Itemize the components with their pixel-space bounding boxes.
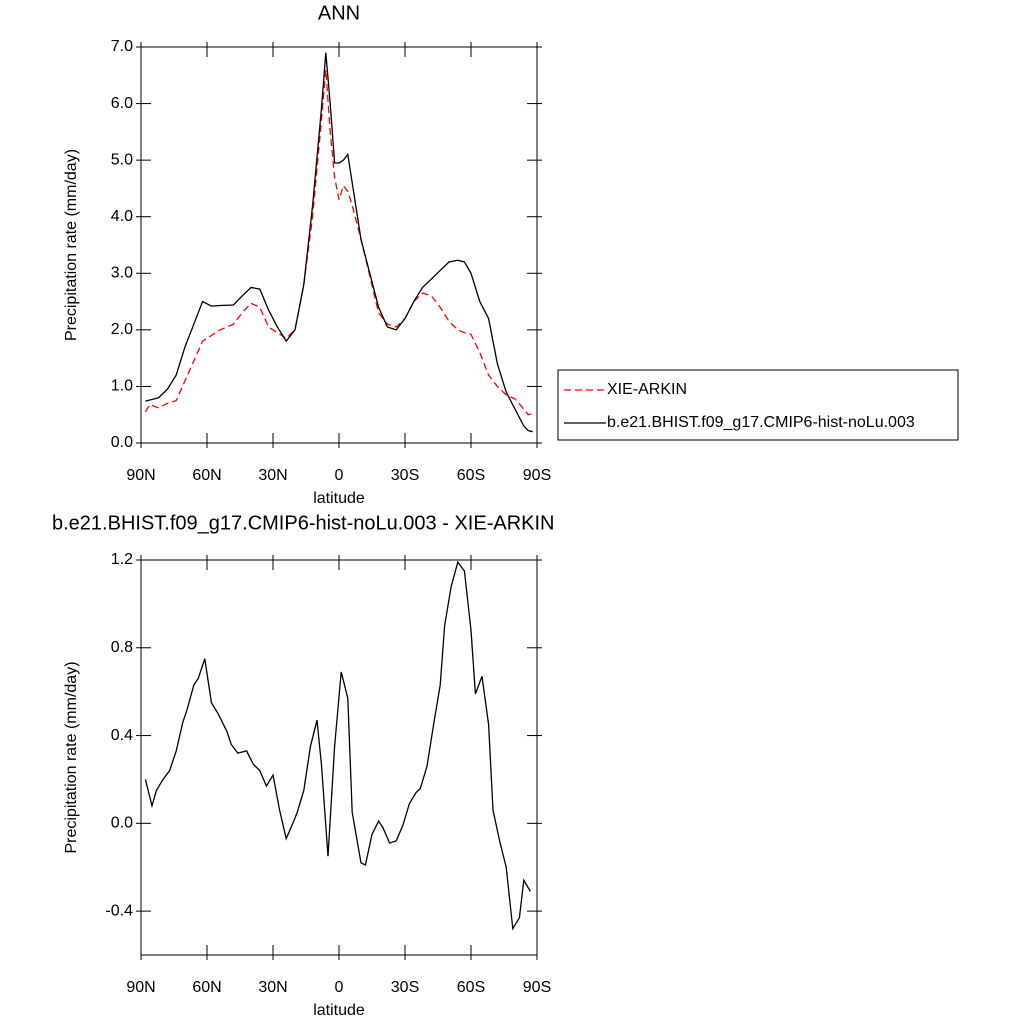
x-tick-label: 60N [192,979,221,996]
y-tick-label: 4.0 [111,208,133,225]
x-tick-label: 90S [523,979,551,996]
x-tick-label: 30S [391,467,419,484]
chart-title: ANN [318,2,360,24]
x-tick-label: 60S [457,467,485,484]
x-axis-label: latitude [313,1002,365,1019]
x-tick-label: 30S [391,979,419,996]
x-tick-label: 0 [335,467,344,484]
y-tick-label: 5.0 [111,151,133,168]
data-line [144,560,531,931]
y-tick-label: 0.0 [111,815,133,832]
x-tick-label: 90N [126,979,155,996]
y-axis-label: Precipitation rate (mm/day) [63,661,80,853]
data-line [145,52,533,433]
x-tick-label: 90S [523,467,551,484]
x-tick-label: 60S [457,979,485,996]
y-tick-label: 1.2 [111,551,133,568]
legend: XIE-ARKIN b.e21.BHIST.f09_g17.CMIP6-hist-… [557,369,959,441]
y-tick-label: 1.0 [111,378,133,395]
x-axis-label: latitude [313,490,365,507]
y-tick-label: -0.4 [105,902,133,919]
plot-frame [140,559,538,956]
x-tick-label: 90N [126,467,155,484]
y-tick-label: 2.0 [111,321,133,338]
y-axis-label: Precipitation rate (mm/day) [63,149,80,341]
legend-label: XIE-ARKIN [607,381,687,398]
x-tick-label: 60N [192,467,221,484]
legend-box [557,369,959,441]
y-tick-label: 7.0 [111,38,133,55]
y-tick-label: 0.4 [111,727,133,744]
y-tick-label: 0.8 [111,639,133,656]
x-tick-label: 0 [335,979,344,996]
y-tick-label: 6.0 [111,95,133,112]
plot-frame [140,46,538,444]
y-tick-label: 0.0 [111,434,133,451]
legend-label: b.e21.BHIST.f09_g17.CMIP6-hist-noLu.003 [607,414,915,431]
data-line [144,69,533,416]
x-tick-label: 30N [258,467,287,484]
y-tick-label: 3.0 [111,265,133,282]
x-tick-label: 30N [258,979,287,996]
chart-title: b.e21.BHIST.f09_g17.CMIP6-hist-noLu.003 … [52,512,554,534]
